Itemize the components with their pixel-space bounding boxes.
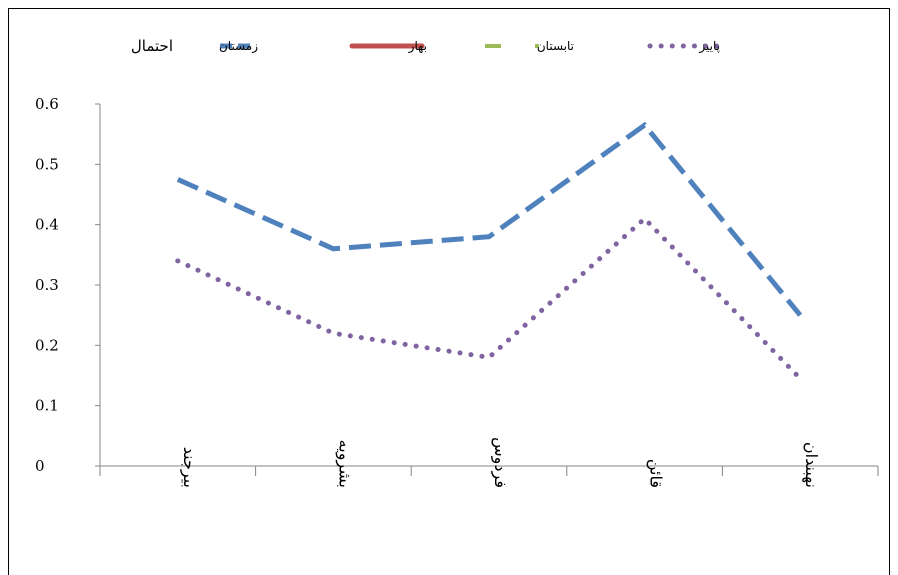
y-tick-label: 0.4 <box>35 216 59 234</box>
x-category-label: فردوس <box>490 437 510 488</box>
legend-label: پاییز <box>698 39 720 54</box>
series-line-زمستان <box>176 121 803 317</box>
y-axis-label: احتمال <box>131 37 173 55</box>
chart-frame <box>8 8 890 575</box>
series-line-پاییز <box>175 215 803 382</box>
axes <box>95 103 879 476</box>
legend-label: تابستان <box>537 39 574 53</box>
y-tick-label: 0.2 <box>35 336 59 354</box>
legend-label: بهار <box>408 39 427 54</box>
legend-label: زمستان <box>219 39 258 54</box>
x-category-label: بیرجند <box>179 447 199 488</box>
y-tick-label: 0.5 <box>35 155 59 173</box>
y-tick-labels: 0 0.1 0.2 0.3 0.4 0.5 0.6 <box>35 95 59 475</box>
x-category-label: قائن <box>646 459 666 488</box>
x-category-label: نهبندان <box>801 442 821 488</box>
y-tick-label: 0 <box>35 457 45 475</box>
x-category-label: بشرویه <box>334 440 354 488</box>
series-lines <box>175 121 803 382</box>
y-tick-label: 0.1 <box>35 397 59 415</box>
x-tick-labels: بیرجند بشرویه فردوس قائن نهبندان <box>179 437 821 488</box>
y-tick-label: 0.3 <box>35 276 59 294</box>
legend: احتمال زمستان بهار تابستان پاییز <box>131 37 723 55</box>
y-tick-label: 0.6 <box>35 95 59 113</box>
